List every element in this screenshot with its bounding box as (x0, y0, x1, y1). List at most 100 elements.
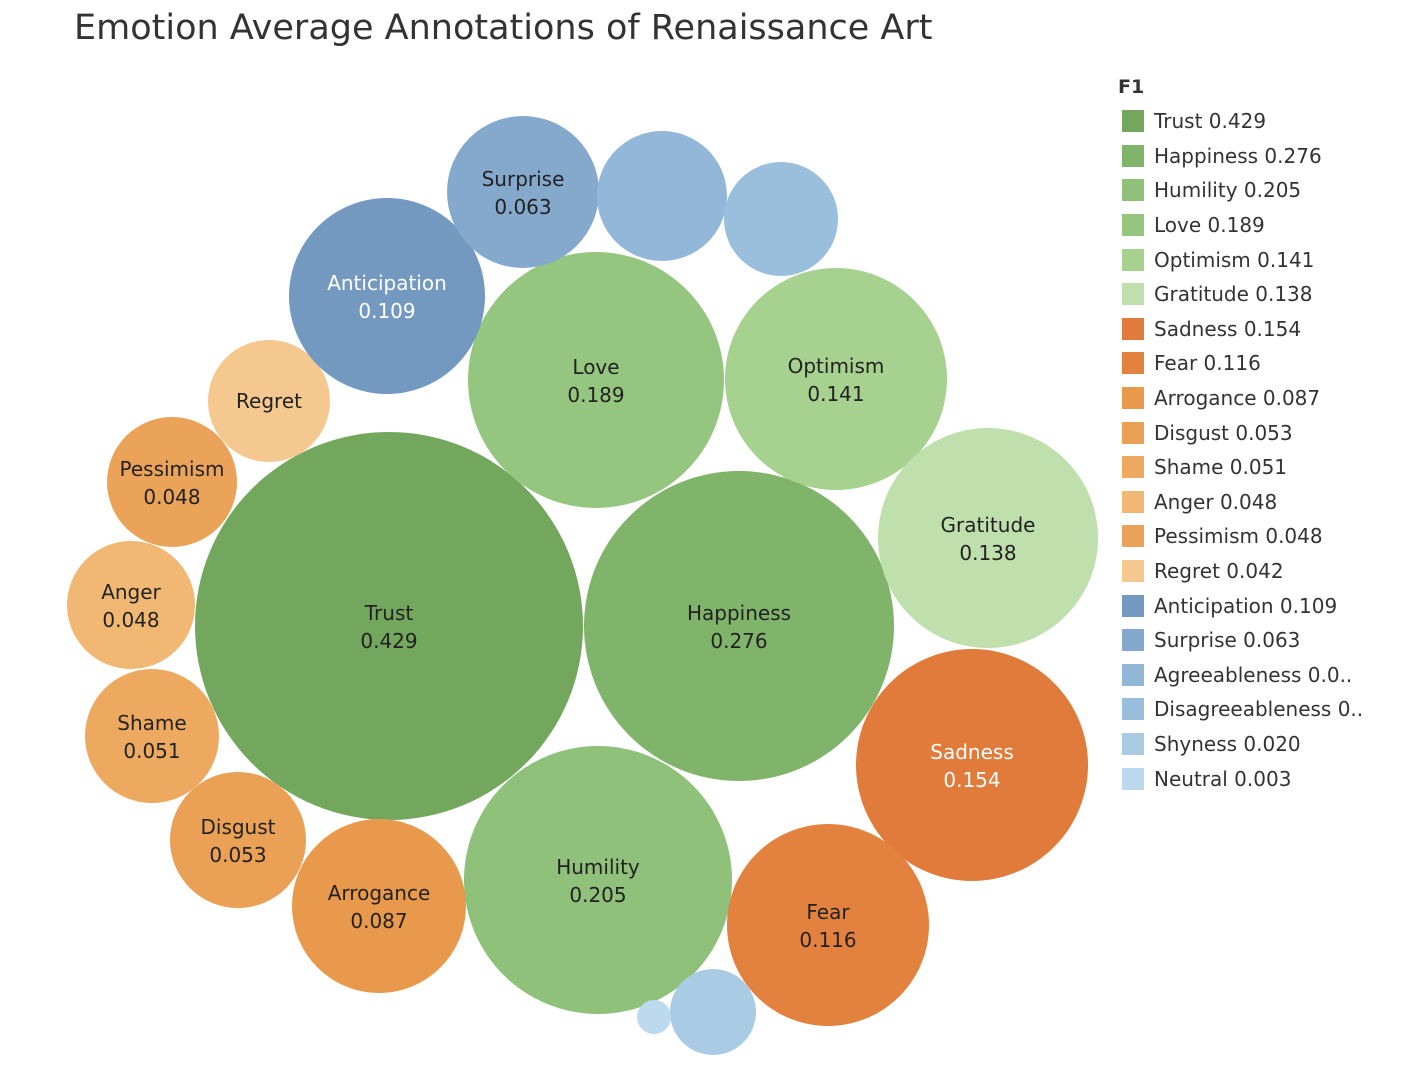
legend-swatch (1122, 248, 1144, 271)
legend-item-agreeableness[interactable]: Agreeableness 0.0.. (1118, 658, 1418, 693)
bubble-disgust[interactable]: Disgust 0.053 (170, 772, 306, 908)
bubble-circle-humility[interactable] (464, 746, 732, 1014)
legend-swatch (1122, 490, 1144, 513)
legend-item-surprise[interactable]: Surprise 0.063 (1118, 623, 1418, 658)
legend-item-anticipation[interactable]: Anticipation 0.109 (1118, 588, 1418, 623)
bubble-anticipation[interactable]: Anticipation 0.109 (289, 198, 485, 394)
bubble-regret[interactable]: Regret (208, 340, 330, 462)
bubble-love[interactable]: Love 0.189 (468, 252, 724, 508)
bubble-trust[interactable]: Trust 0.429 (195, 432, 583, 820)
bubble-name-sadness: Sadness (930, 740, 1013, 764)
legend-item-disagreeableness[interactable]: Disagreeableness 0.. (1118, 692, 1418, 727)
legend-item-gratitude[interactable]: Gratitude 0.138 (1118, 277, 1418, 312)
legend-item-trust[interactable]: Trust 0.429 (1118, 104, 1418, 139)
bubble-circle-gratitude[interactable] (878, 428, 1098, 648)
legend-label: Optimism 0.141 (1154, 247, 1315, 272)
bubble-value-arrogance: 0.087 (350, 909, 407, 933)
bubble-fear[interactable]: Fear 0.116 (727, 824, 929, 1026)
legend-item-regret[interactable]: Regret 0.042 (1118, 554, 1418, 589)
bubble-circle-disagreeableness[interactable] (724, 162, 838, 276)
legend-label: Pessimism 0.048 (1154, 524, 1323, 549)
bubble-circle-shyness[interactable] (670, 969, 756, 1055)
legend-label: Trust 0.429 (1154, 109, 1267, 134)
legend-label: Humility 0.205 (1154, 178, 1302, 203)
legend-swatch (1122, 629, 1144, 652)
bubble-circle-optimism[interactable] (725, 268, 947, 490)
legend-item-shame[interactable]: Shame 0.051 (1118, 450, 1418, 485)
bubble-surprise[interactable]: Surprise 0.063 (447, 116, 599, 268)
legend-label: Gratitude 0.138 (1154, 282, 1313, 307)
bubble-circle-disgust[interactable] (170, 772, 306, 908)
legend-swatch (1122, 352, 1144, 375)
bubble-anger[interactable]: Anger 0.048 (67, 541, 195, 669)
bubble-name-gratitude: Gratitude (941, 513, 1036, 537)
bubble-circle-anticipation[interactable] (289, 198, 485, 394)
legend-label: Fear 0.116 (1154, 351, 1261, 376)
bubble-value-gratitude: 0.138 (959, 541, 1016, 565)
legend-item-humility[interactable]: Humility 0.205 (1118, 173, 1418, 208)
legend-item-pessimism[interactable]: Pessimism 0.048 (1118, 519, 1418, 554)
legend-label: Agreeableness 0.0.. (1154, 662, 1353, 687)
bubble-circle-neutral[interactable] (637, 1000, 671, 1034)
bubble-name-disgust: Disgust (200, 815, 275, 839)
legend-label: Shame 0.051 (1154, 455, 1288, 480)
legend-item-fear[interactable]: Fear 0.116 (1118, 346, 1418, 381)
bubble-value-happiness: 0.276 (710, 629, 767, 653)
bubble-name-optimism: Optimism (788, 354, 885, 378)
bubble-circle-regret[interactable] (208, 340, 330, 462)
legend-label: Happiness 0.276 (1154, 143, 1322, 168)
bubble-sadness[interactable]: Sadness 0.154 (856, 649, 1088, 881)
legend-items: Trust 0.429 Happiness 0.276 Humility 0.205… (1118, 104, 1418, 796)
legend-swatch (1122, 387, 1144, 410)
bubble-pessimism[interactable]: Pessimism 0.048 (107, 417, 237, 547)
legend-item-disgust[interactable]: Disgust 0.053 (1118, 415, 1418, 450)
bubble-shyness[interactable] (670, 969, 756, 1055)
legend-swatch (1122, 525, 1144, 548)
bubble-name-arrogance: Arrogance (328, 881, 431, 905)
bubble-neutral[interactable] (637, 1000, 671, 1034)
bubble-shame[interactable]: Shame 0.051 (85, 669, 219, 803)
bubble-circle-pessimism[interactable] (107, 417, 237, 547)
legend: F1 Trust 0.429 Happiness 0.276 Humility 0.… (1118, 76, 1418, 796)
bubble-humility[interactable]: Humility 0.205 (464, 746, 732, 1014)
bubble-value-anger: 0.048 (102, 608, 159, 632)
legend-swatch (1122, 317, 1144, 340)
legend-swatch (1122, 456, 1144, 479)
legend-item-shyness[interactable]: Shyness 0.020 (1118, 727, 1418, 762)
bubble-optimism[interactable]: Optimism 0.141 (725, 268, 947, 490)
bubble-circle-surprise[interactable] (447, 116, 599, 268)
bubble-value-trust: 0.429 (360, 629, 417, 653)
bubble-value-fear: 0.116 (799, 928, 856, 952)
bubble-arrogance[interactable]: Arrogance 0.087 (292, 819, 466, 993)
legend-item-love[interactable]: Love 0.189 (1118, 208, 1418, 243)
legend-label: Sadness 0.154 (1154, 316, 1302, 341)
bubble-disagreeableness[interactable] (724, 162, 838, 276)
bubble-circle-anger[interactable] (67, 541, 195, 669)
legend-swatch (1122, 144, 1144, 167)
bubble-gratitude[interactable]: Gratitude 0.138 (878, 428, 1098, 648)
bubble-agreeableness[interactable] (597, 131, 727, 261)
legend-item-sadness[interactable]: Sadness 0.154 (1118, 312, 1418, 347)
bubble-circle-love[interactable] (468, 252, 724, 508)
bubble-name-anticipation: Anticipation (327, 271, 447, 295)
legend-swatch (1122, 283, 1144, 306)
bubble-circle-agreeableness[interactable] (597, 131, 727, 261)
bubble-circle-arrogance[interactable] (292, 819, 466, 993)
legend-item-anger[interactable]: Anger 0.048 (1118, 485, 1418, 520)
legend-item-neutral[interactable]: Neutral 0.003 (1118, 761, 1418, 796)
legend-label: Shyness 0.020 (1154, 731, 1301, 756)
bubble-circle-trust[interactable] (195, 432, 583, 820)
bubble-name-love: Love (572, 355, 619, 379)
legend-item-happiness[interactable]: Happiness 0.276 (1118, 139, 1418, 174)
bubble-circle-happiness[interactable] (584, 471, 894, 781)
bubble-value-love: 0.189 (567, 383, 624, 407)
bubble-value-pessimism: 0.048 (143, 485, 200, 509)
bubble-circle-fear[interactable] (727, 824, 929, 1026)
legend-item-optimism[interactable]: Optimism 0.141 (1118, 242, 1418, 277)
bubble-happiness[interactable]: Happiness 0.276 (584, 471, 894, 781)
legend-swatch (1122, 663, 1144, 686)
bubble-name-pessimism: Pessimism (120, 457, 225, 481)
legend-item-arrogance[interactable]: Arrogance 0.087 (1118, 381, 1418, 416)
bubble-circle-shame[interactable] (85, 669, 219, 803)
bubble-circle-sadness[interactable] (856, 649, 1088, 881)
